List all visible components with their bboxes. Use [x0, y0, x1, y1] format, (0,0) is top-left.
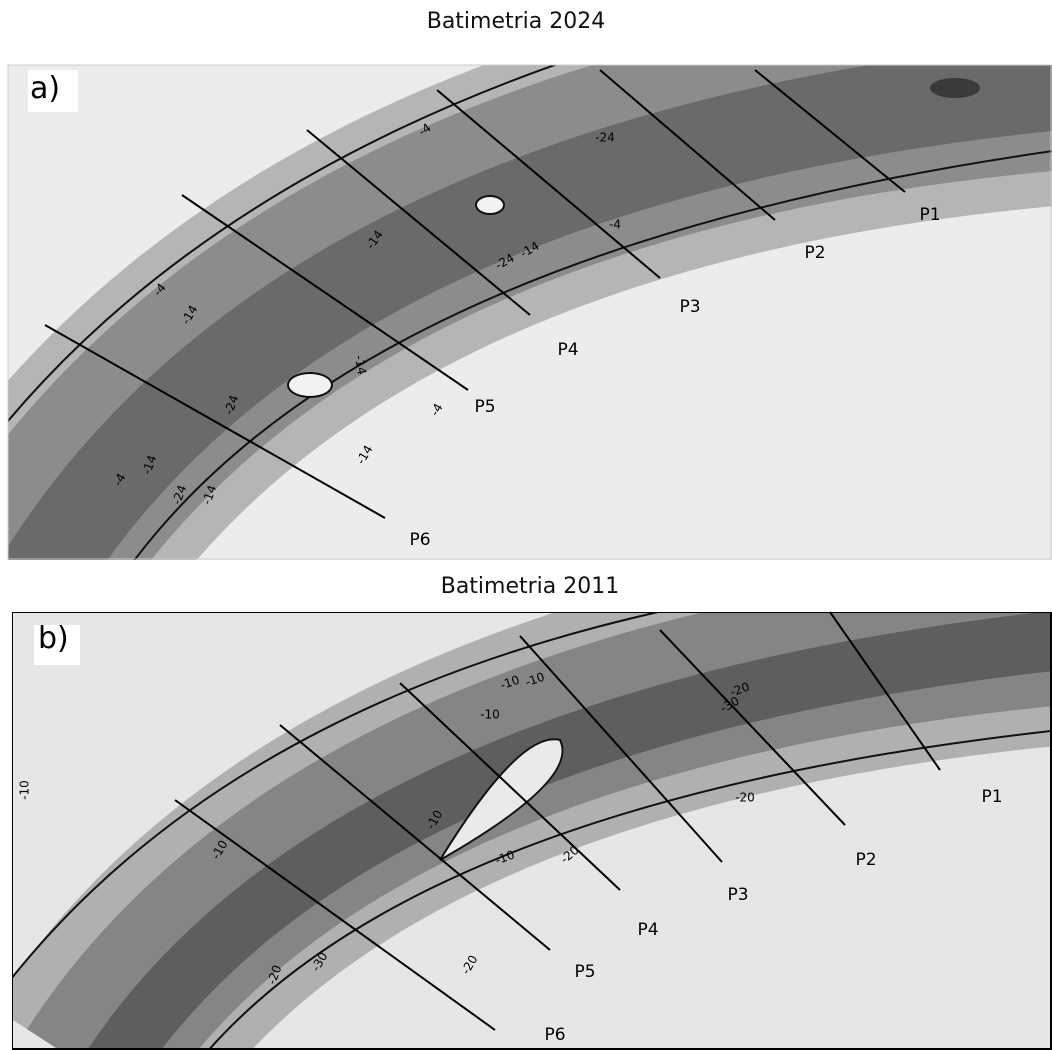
profile-line: [599, 69, 776, 221]
map-a: [8, 65, 1052, 560]
profile-label: P1: [981, 787, 1002, 807]
profile-label: P1: [919, 205, 940, 225]
profile-label: P5: [474, 397, 495, 417]
profile-line: [279, 724, 551, 951]
profile-line: [829, 611, 941, 771]
contour-label: -24: [170, 483, 190, 506]
profile-label: P4: [557, 340, 578, 360]
profile-line: [519, 635, 723, 863]
profile-label: P2: [855, 850, 876, 870]
panel-label: b): [38, 621, 69, 656]
contour-label: -20: [728, 680, 751, 700]
contour-label: -14: [352, 354, 369, 376]
contour-label: -20: [735, 791, 755, 805]
contour-label: -14: [140, 453, 160, 476]
panel-label: a): [30, 71, 60, 106]
profile-label: P2: [804, 243, 825, 263]
profile-line: [306, 129, 531, 316]
contour-label: -10: [498, 673, 521, 693]
map-b: [12, 612, 1052, 1050]
profile-line: [659, 629, 846, 826]
contour-label: -24: [595, 131, 615, 145]
contour-label: -10: [523, 670, 546, 690]
profile-label: P3: [727, 885, 748, 905]
contour-label: -20: [265, 963, 285, 986]
profile-label: P5: [574, 962, 595, 982]
profile-label: P3: [679, 297, 700, 317]
contour-label: -24: [222, 393, 242, 416]
profile-line: [399, 682, 621, 891]
panel-title: Batimetria 2024: [427, 9, 606, 34]
contour-label: -14: [200, 483, 220, 506]
contour-label: -10: [480, 708, 500, 722]
profile-label: P6: [409, 530, 430, 550]
profile-line: [436, 89, 661, 279]
profile-line: [44, 324, 386, 519]
profile-label: P6: [544, 1025, 565, 1045]
contour-label: -10: [493, 848, 516, 868]
profile-line: [174, 799, 496, 1031]
panel-title: Batimetria 2011: [441, 574, 620, 599]
contour-label: -4: [609, 218, 621, 232]
profile-line: [754, 69, 906, 193]
profile-line: [181, 194, 469, 391]
profile-label: P4: [637, 920, 658, 940]
contour-label: -10: [18, 780, 32, 800]
